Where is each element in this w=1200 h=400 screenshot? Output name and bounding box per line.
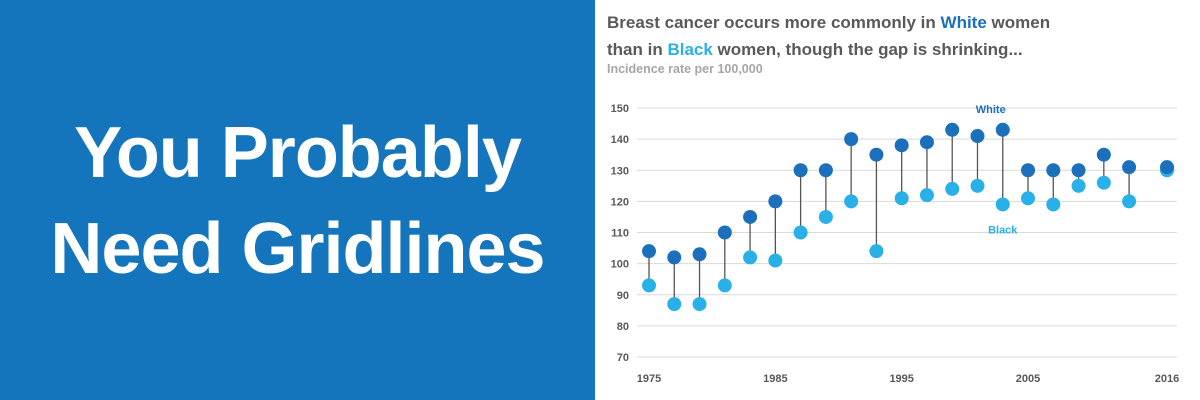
y-tick-label: 80 [617, 321, 629, 333]
headline-panel: You Probably Need Gridlines [0, 0, 595, 400]
black-point [818, 209, 833, 224]
black-point [844, 194, 859, 209]
white-point [642, 244, 656, 259]
white-point [692, 247, 707, 262]
series-label-black: Black [988, 224, 1018, 236]
black-point [743, 250, 758, 265]
title-part-plain: Breast cancer occurs more commonly in [607, 13, 941, 32]
black-point [995, 197, 1010, 212]
black-point [642, 278, 656, 293]
series-label-white: White [976, 104, 1006, 116]
y-tick-label: 120 [611, 196, 629, 208]
black-point [1046, 197, 1061, 212]
white-point [919, 135, 934, 150]
white-point [717, 225, 732, 240]
x-tick-label: 2016 [1155, 373, 1179, 385]
white-point [869, 147, 884, 162]
white-point [1046, 163, 1061, 178]
black-point [692, 297, 707, 312]
x-tick-label: 2005 [1016, 373, 1040, 385]
y-tick-label: 90 [617, 290, 629, 302]
white-point [1071, 163, 1086, 178]
x-tick-label: 1985 [763, 373, 787, 385]
headline-line-1: You Probably [74, 113, 522, 193]
black-point [1071, 178, 1086, 193]
x-tick-label: 1975 [637, 373, 661, 385]
chart-title: Breast cancer occurs more commonly in Wh… [607, 9, 1192, 63]
white-point [894, 138, 909, 153]
dumbbell-chart: 70 80 90 100 110 120 130 140 150 1975 1985 1995 2005… [611, 103, 1180, 385]
black-point [667, 297, 682, 312]
black-point [793, 225, 808, 240]
title-part-black: Black [667, 40, 713, 59]
white-point [768, 194, 783, 209]
chart-panel: Breast cancer occurs more commonly in Wh… [595, 0, 1200, 400]
white-point [995, 122, 1010, 137]
black-point [919, 188, 934, 203]
black-point [970, 178, 985, 193]
white-point [844, 132, 859, 147]
white-point [1021, 163, 1036, 178]
black-point [1096, 175, 1111, 190]
y-tick-label: 70 [617, 352, 629, 364]
black-point [717, 278, 732, 293]
y-tick-label: 140 [611, 134, 629, 146]
white-point [793, 163, 808, 178]
black-point [1122, 194, 1137, 209]
y-tick-label: 130 [611, 165, 629, 177]
white-point [743, 209, 758, 224]
white-point [945, 122, 960, 137]
y-tick-label: 110 [611, 228, 629, 240]
white-point [667, 250, 682, 265]
x-tick-label: 1995 [889, 373, 913, 385]
chart-subtitle: Incidence rate per 100,000 [607, 62, 763, 76]
black-point [869, 244, 884, 259]
white-point [970, 129, 985, 144]
y-tick-label: 100 [611, 259, 629, 271]
y-tick-label: 150 [611, 103, 629, 115]
title-part-plain: women [986, 13, 1051, 32]
white-point [1096, 147, 1111, 162]
black-point [1021, 191, 1036, 206]
title-part-plain: women, though the gap is shrinking... [712, 40, 1023, 59]
white-point [1160, 160, 1174, 175]
black-point [768, 253, 783, 268]
title-part-plain: than in [607, 40, 668, 59]
black-point [945, 181, 960, 196]
headline-line-2: Need Gridlines [50, 209, 545, 289]
title-part-white: White [940, 13, 987, 32]
black-point [894, 191, 909, 206]
white-point [818, 163, 833, 178]
headline: You Probably Need Gridlines [50, 105, 545, 297]
white-point [1122, 160, 1137, 175]
